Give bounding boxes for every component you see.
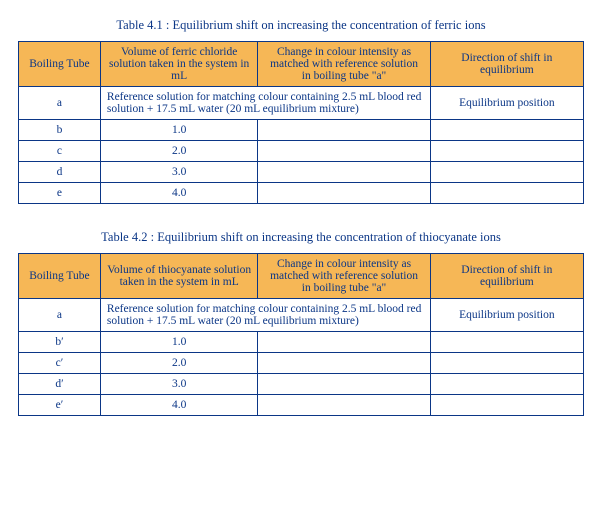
volume-cell: 1.0: [100, 120, 258, 141]
table-caption: Table 4.2 : Equilibrium shift on increas…: [18, 230, 584, 245]
col-header-volume: Volume of thiocyanate solution taken in …: [100, 254, 258, 299]
change-cell: [258, 374, 430, 395]
col-header-change: Change in colour intensity as matched wi…: [258, 42, 430, 87]
reference-description: Reference solution for matching colour c…: [100, 299, 430, 332]
shift-cell: [430, 120, 583, 141]
table-row: c′ 2.0: [19, 353, 584, 374]
volume-cell: 2.0: [100, 353, 258, 374]
col-header-change: Change in colour intensity as matched wi…: [258, 254, 430, 299]
tube-label: a: [19, 299, 101, 332]
volume-cell: 3.0: [100, 374, 258, 395]
table-row: e 4.0: [19, 183, 584, 204]
change-cell: [258, 141, 430, 162]
tube-label: b: [19, 120, 101, 141]
volume-cell: 2.0: [100, 141, 258, 162]
table-row: d′ 3.0: [19, 374, 584, 395]
tube-label: c′: [19, 353, 101, 374]
change-cell: [258, 395, 430, 416]
change-cell: [258, 353, 430, 374]
shift-cell: [430, 395, 583, 416]
shift-cell: [430, 183, 583, 204]
shift-cell: [430, 353, 583, 374]
table-header-row: Boiling Tube Volume of ferric chloride s…: [19, 42, 584, 87]
change-cell: [258, 162, 430, 183]
volume-cell: 3.0: [100, 162, 258, 183]
volume-cell: 4.0: [100, 395, 258, 416]
col-header-tube: Boiling Tube: [19, 254, 101, 299]
table-row: e′ 4.0: [19, 395, 584, 416]
table-row: c 2.0: [19, 141, 584, 162]
col-header-volume: Volume of ferric chloride solution taken…: [100, 42, 258, 87]
tube-label: a: [19, 87, 101, 120]
table-row: b 1.0: [19, 120, 584, 141]
table-row: a Reference solution for matching colour…: [19, 87, 584, 120]
table-row: a Reference solution for matching colour…: [19, 299, 584, 332]
change-cell: [258, 183, 430, 204]
reference-description: Reference solution for matching colour c…: [100, 87, 430, 120]
volume-cell: 1.0: [100, 332, 258, 353]
shift-cell: [430, 162, 583, 183]
shift-cell: [430, 332, 583, 353]
change-cell: [258, 120, 430, 141]
table-thiocyanate: Boiling Tube Volume of thiocyanate solut…: [18, 253, 584, 416]
tube-label: c: [19, 141, 101, 162]
tube-label: b′: [19, 332, 101, 353]
shift-cell: [430, 374, 583, 395]
shift-cell: [430, 141, 583, 162]
col-header-shift: Direction of shift in equilibrium: [430, 42, 583, 87]
shift-cell: Equilibrium position: [430, 299, 583, 332]
col-header-tube: Boiling Tube: [19, 42, 101, 87]
col-header-shift: Direction of shift in equilibrium: [430, 254, 583, 299]
change-cell: [258, 332, 430, 353]
tube-label: d′: [19, 374, 101, 395]
table-row: d 3.0: [19, 162, 584, 183]
tube-label: e′: [19, 395, 101, 416]
table-header-row: Boiling Tube Volume of thiocyanate solut…: [19, 254, 584, 299]
shift-cell: Equilibrium position: [430, 87, 583, 120]
table-ferric: Boiling Tube Volume of ferric chloride s…: [18, 41, 584, 204]
tube-label: e: [19, 183, 101, 204]
table-row: b′ 1.0: [19, 332, 584, 353]
table-caption: Table 4.1 : Equilibrium shift on increas…: [18, 18, 584, 33]
volume-cell: 4.0: [100, 183, 258, 204]
tube-label: d: [19, 162, 101, 183]
